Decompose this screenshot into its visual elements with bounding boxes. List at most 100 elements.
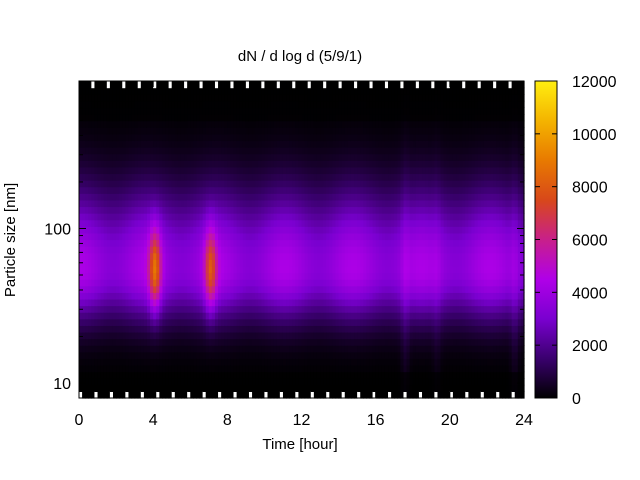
heatmap-cell — [242, 94, 247, 102]
heatmap-cell — [378, 160, 383, 168]
heatmap-cell — [140, 193, 145, 201]
heatmap-cell — [119, 193, 123, 201]
heatmap-cell — [119, 127, 123, 135]
heatmap-cell — [289, 378, 293, 386]
heatmap-cell — [279, 384, 284, 392]
heatmap-cell — [344, 107, 349, 115]
heatmap-cell — [128, 285, 133, 293]
heatmap-cell — [369, 391, 374, 399]
heatmap-cell — [248, 140, 253, 148]
heatmap-cell — [245, 252, 250, 260]
heatmap-cell — [190, 364, 194, 373]
heatmap-cell — [313, 199, 318, 208]
heatmap-cell — [298, 81, 303, 89]
heatmap-cell — [258, 199, 262, 208]
heatmap-cell — [150, 305, 154, 313]
heatmap-cell — [109, 272, 114, 280]
heatmap-cell — [125, 160, 130, 168]
heatmap-cell — [295, 180, 300, 188]
heatmap-cell — [384, 345, 389, 353]
heatmap-cell — [338, 384, 343, 392]
heatmap-cell — [298, 391, 303, 399]
heatmap-cell — [187, 81, 191, 89]
heatmap-cell — [230, 180, 235, 188]
heatmap-cell — [338, 81, 343, 89]
heatmap-cell — [363, 331, 367, 340]
heatmap-cell — [146, 358, 151, 366]
heatmap-cell — [184, 378, 188, 386]
heatmap-cell — [369, 180, 374, 188]
heatmap-cell — [82, 120, 86, 128]
heatmap-cell — [116, 358, 120, 366]
heatmap-cell — [233, 206, 238, 214]
heatmap-cell — [270, 140, 275, 148]
heatmap-cell — [214, 378, 219, 386]
heatmap-cell — [224, 127, 228, 135]
heatmap-cell — [279, 292, 284, 300]
heatmap-cell — [298, 312, 303, 320]
heatmap-cell — [224, 94, 228, 102]
heatmap-cell — [350, 160, 355, 168]
heatmap-cell — [329, 265, 333, 274]
heatmap-cell — [85, 107, 89, 115]
heatmap-cell — [125, 305, 130, 313]
heatmap-cell — [143, 100, 148, 109]
heatmap-cell — [282, 173, 287, 181]
heatmap-cell — [273, 232, 278, 241]
heatmap-cell — [131, 246, 136, 254]
heatmap-cell — [112, 94, 117, 102]
heatmap-cell — [316, 318, 321, 326]
heatmap-cell — [91, 213, 96, 221]
heatmap-cell — [388, 345, 392, 353]
heatmap-cell — [184, 153, 188, 161]
heatmap-cell — [384, 140, 389, 148]
heatmap-cell — [221, 298, 225, 307]
heatmap-cell — [292, 160, 296, 168]
heatmap-cell — [168, 232, 173, 241]
heatmap-cell — [264, 140, 269, 148]
heatmap-cell — [347, 114, 352, 122]
heatmap-cell — [323, 114, 327, 122]
heatmap-cell — [143, 345, 148, 353]
heatmap-cell — [323, 378, 327, 386]
heatmap-cell — [109, 246, 114, 254]
heatmap-cell — [261, 226, 266, 234]
heatmap-cell — [97, 265, 102, 274]
heatmap-cell — [184, 160, 188, 168]
heatmap-cell — [165, 232, 170, 241]
heatmap-cell — [106, 133, 111, 142]
heatmap-cell — [85, 219, 89, 227]
heatmap-cell — [378, 298, 383, 307]
heatmap-cell — [168, 81, 173, 89]
heatmap-cell — [381, 252, 386, 260]
heatmap-cell — [177, 325, 182, 333]
heatmap-cell — [381, 94, 386, 102]
heatmap-cell — [369, 94, 374, 102]
heatmap-cell — [196, 292, 201, 300]
heatmap-cell — [184, 371, 188, 379]
heatmap-cell — [190, 252, 194, 260]
heatmap-cell — [286, 239, 290, 247]
heatmap-cell — [332, 120, 337, 128]
heatmap-cell — [320, 213, 324, 221]
heatmap-cell — [236, 364, 241, 373]
heatmap-cell — [388, 279, 392, 287]
heatmap-cell — [357, 384, 361, 392]
heatmap-cell — [171, 305, 176, 313]
heatmap-cell — [341, 285, 346, 293]
heatmap-cell — [378, 180, 383, 188]
heatmap-cell — [279, 338, 284, 346]
heatmap-cell — [381, 279, 386, 287]
heatmap-cell — [261, 338, 266, 346]
heatmap-cell — [156, 345, 160, 353]
heatmap-cell — [180, 338, 185, 346]
heatmap-cell — [184, 279, 188, 287]
heatmap-cell — [211, 81, 216, 89]
heatmap-cell — [208, 325, 213, 333]
heatmap-cell — [289, 312, 293, 320]
heatmap-cell — [273, 153, 278, 161]
heatmap-cell — [354, 199, 358, 208]
heatmap-cell — [363, 279, 367, 287]
heatmap-cell — [146, 186, 151, 194]
heatmap-cell — [381, 147, 386, 155]
